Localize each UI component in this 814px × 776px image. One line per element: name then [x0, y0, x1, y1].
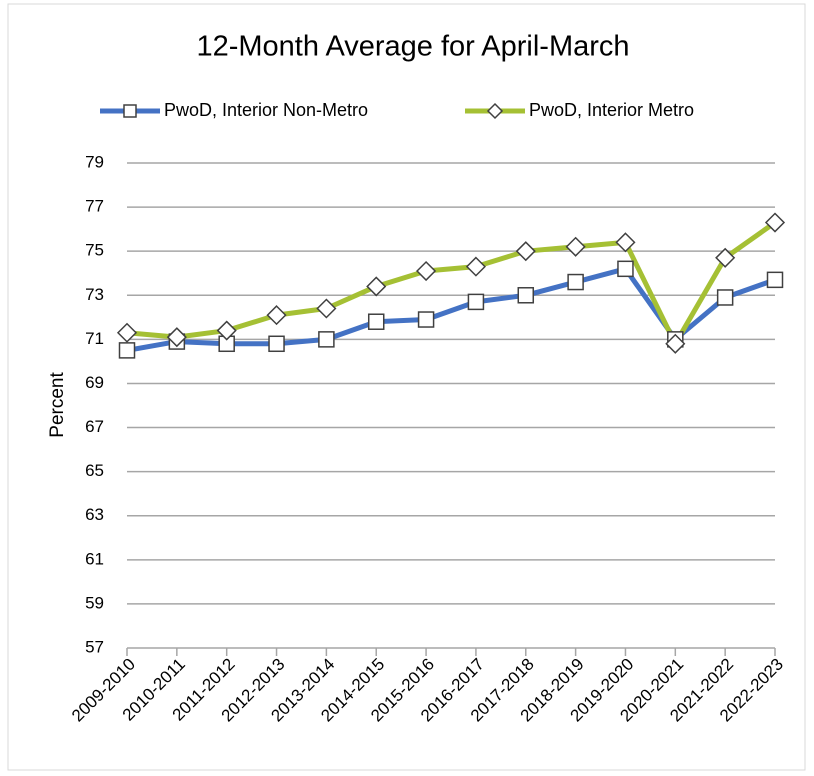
legend-marker	[123, 104, 137, 118]
y-tick-label: 69	[85, 373, 104, 392]
marker	[716, 289, 734, 306]
marker	[467, 293, 485, 311]
marker	[517, 287, 535, 304]
series-line	[126, 220, 777, 347]
chart-title: 12-Month Average for April-March	[196, 31, 629, 63]
legend-marker	[486, 102, 504, 120]
legend-label: PwoD, Interior Non-Metro	[164, 100, 368, 120]
marker	[665, 333, 686, 354]
marker	[565, 236, 586, 257]
marker	[268, 335, 285, 353]
marker	[216, 320, 237, 341]
marker	[266, 305, 287, 326]
y-tick-label: 57	[85, 637, 104, 656]
marker	[367, 313, 385, 330]
y-tick-label: 65	[85, 461, 104, 480]
y-tick-label: 71	[85, 329, 104, 348]
marker	[166, 327, 187, 348]
marker	[515, 241, 536, 262]
marker	[366, 276, 387, 297]
y-tick-label: 61	[85, 549, 104, 568]
marker	[617, 260, 634, 278]
y-tick-label: 59	[85, 593, 104, 612]
legend-label: PwoD, Interior Metro	[529, 100, 694, 120]
y-axis-label: Percent	[47, 372, 68, 438]
marker	[766, 271, 784, 289]
y-tick-label: 63	[85, 505, 104, 524]
marker	[116, 322, 138, 343]
marker	[416, 260, 437, 282]
marker	[715, 247, 736, 268]
marker	[567, 273, 584, 291]
chart-border	[7, 3, 806, 771]
marker	[615, 232, 636, 253]
marker	[465, 256, 486, 277]
y-tick-label: 73	[85, 285, 104, 304]
marker	[417, 311, 435, 328]
marker	[318, 331, 335, 348]
marker	[764, 212, 786, 233]
marker	[316, 298, 337, 319]
y-tick-label: 77	[85, 197, 104, 216]
y-tick-label: 67	[85, 417, 104, 436]
marker	[118, 342, 136, 359]
y-tick-label: 75	[85, 241, 104, 260]
y-tick-label: 79	[85, 152, 104, 171]
